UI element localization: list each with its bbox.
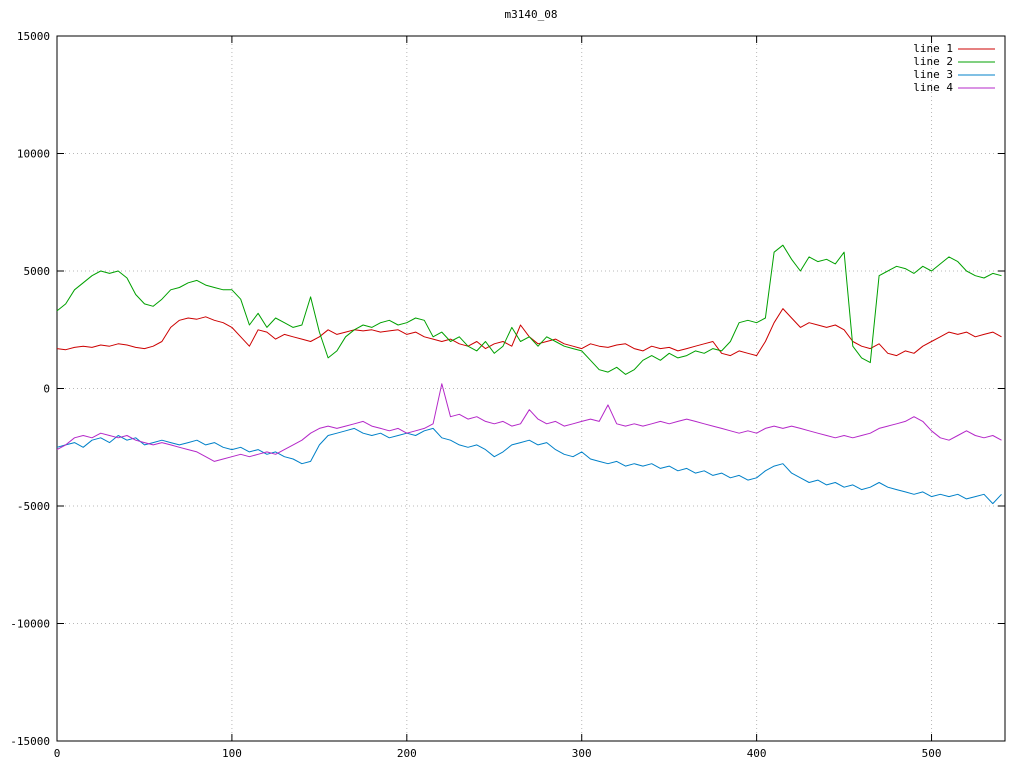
series-line-3 — [56, 427, 1002, 505]
series-line-2 — [56, 244, 1002, 375]
x-tick-label: 200 — [397, 747, 417, 760]
y-tick-label: -5000 — [17, 500, 50, 513]
x-tick-label: 400 — [747, 747, 767, 760]
legend-label: line 4 — [913, 81, 953, 94]
chart-title: m3140_08 — [504, 8, 558, 21]
y-tick-label: 0 — [43, 383, 50, 396]
series-line-1 — [56, 308, 1002, 357]
y-tick-label: -10000 — [10, 618, 50, 631]
x-tick-label: 300 — [572, 747, 592, 760]
y-tick-label: 15000 — [17, 30, 50, 43]
x-tick-label: 0 — [54, 747, 61, 760]
y-tick-label: -15000 — [10, 735, 50, 748]
series-line-4 — [56, 383, 1002, 462]
y-tick-label: 5000 — [24, 265, 51, 278]
plot-border — [56, 35, 1006, 742]
legend-label: line 3 — [913, 68, 953, 81]
y-tick-label: 10000 — [17, 148, 50, 161]
x-tick-label: 500 — [922, 747, 942, 760]
x-tick-label: 100 — [222, 747, 242, 760]
legend-label: line 2 — [913, 55, 953, 68]
legend-label: line 1 — [913, 42, 953, 55]
